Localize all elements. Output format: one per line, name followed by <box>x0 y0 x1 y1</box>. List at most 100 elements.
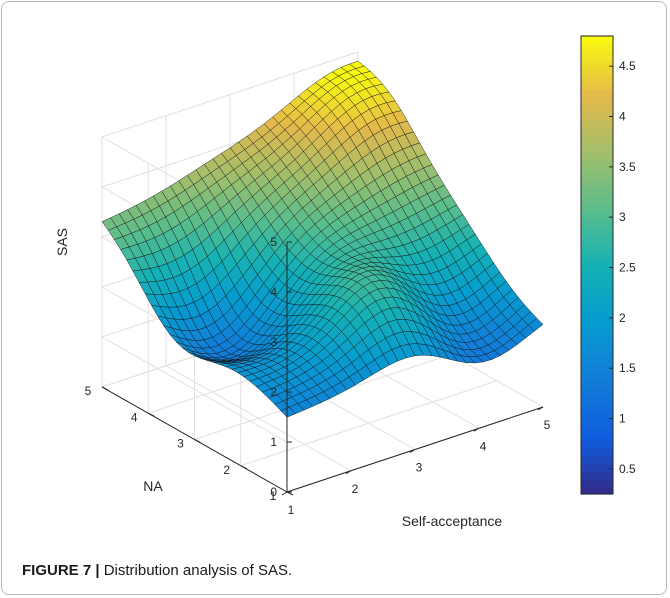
surface-patch <box>101 217 118 231</box>
colorbar-tick-label: 1.5 <box>619 361 636 375</box>
colorbar-segment <box>581 74 613 83</box>
x-tick-mark <box>409 449 416 453</box>
x-tick-mark <box>473 427 480 432</box>
x-tick-label: 3 <box>416 461 423 475</box>
colorbar-segment <box>581 97 613 106</box>
colorbar-segment <box>581 295 613 304</box>
colorbar-tick-label: 1 <box>619 412 626 426</box>
colorbar-segment <box>581 486 613 495</box>
colorbar-segment <box>581 463 613 472</box>
colorbar-segment <box>581 196 613 205</box>
colorbar-segment <box>581 150 613 159</box>
y-tick-label: 5 <box>85 384 92 398</box>
x-tick-mark <box>537 406 544 411</box>
colorbar-segment <box>581 43 613 52</box>
colorbar-segment <box>581 326 613 335</box>
colorbar-segment <box>581 417 613 426</box>
colorbar-segment <box>581 348 613 358</box>
x-axis-label: Self-acceptance <box>402 513 503 529</box>
colorbar-segment <box>581 165 613 174</box>
colorbar-segment <box>581 89 613 98</box>
y-tick-label: 2 <box>223 463 230 477</box>
x-tick-mark <box>281 491 288 496</box>
colorbar-segment <box>581 455 613 465</box>
colorbar-segment <box>581 173 613 182</box>
colorbar-segment <box>581 127 613 136</box>
colorbar-segment <box>581 104 613 113</box>
z-tick-label: 1 <box>270 435 277 449</box>
colorbar-segment <box>581 181 613 190</box>
x-tick-label: 2 <box>352 482 359 496</box>
x-tick-label: 1 <box>288 503 295 517</box>
colorbar-segment <box>581 356 613 365</box>
z-tick-label: 5 <box>270 235 277 249</box>
colorbar-segment <box>581 135 613 144</box>
x-tick-label: 5 <box>544 418 551 432</box>
colorbar-segment <box>581 402 613 411</box>
y-tick-mark <box>194 439 201 443</box>
colorbar-segment <box>581 203 613 213</box>
z-tick-label: 0 <box>270 485 277 499</box>
wall-gridline <box>101 51 359 138</box>
colorbar-segment <box>581 158 613 167</box>
colorbar-segment <box>581 211 613 220</box>
colorbar-tick-label: 4 <box>619 110 626 124</box>
z-axis-label: SAS <box>54 228 70 256</box>
y-tick-mark <box>148 412 155 417</box>
floor-gridline <box>240 380 497 467</box>
colorbar-segment <box>581 81 613 91</box>
colorbar-segment <box>581 188 613 197</box>
colorbar-segment <box>581 242 613 251</box>
caption-label: FIGURE 7 | <box>22 562 100 579</box>
colorbar-segment <box>581 219 613 228</box>
colorbar-segment <box>581 387 613 396</box>
colorbar-tick-label: 3 <box>619 210 626 224</box>
z-tick-label: 4 <box>270 285 277 299</box>
colorbar-tick-label: 2.5 <box>619 261 636 275</box>
x-tick-mark <box>345 470 352 475</box>
colorbar-segment <box>581 280 613 289</box>
colorbar-segment <box>581 66 613 75</box>
colorbar-segment <box>581 51 613 60</box>
y-tick-label: 1 <box>270 489 277 503</box>
colorbar-segment <box>581 440 613 449</box>
y-tick-mark <box>101 386 109 391</box>
colorbar-segment <box>581 249 613 258</box>
colorbar-segment <box>581 119 613 129</box>
colorbar-segment <box>581 471 613 480</box>
colorbar-segment <box>581 58 613 68</box>
y-tick-label: 3 <box>177 437 184 451</box>
colorbar-segment <box>581 394 613 403</box>
colorbar-segment <box>581 265 613 274</box>
colorbar-segment <box>581 379 613 388</box>
surface-plot: 1234512345012345Self-acceptanceNASAS0.51… <box>54 35 636 529</box>
colorbar-segment <box>581 303 613 312</box>
figure-caption: FIGURE 7 | Distribution analysis of SAS. <box>22 562 652 579</box>
wall-gridline <box>101 336 288 443</box>
colorbar-segment <box>581 425 613 434</box>
colorbar-tick-label: 0.5 <box>619 462 636 476</box>
y-tick-mark <box>240 465 247 470</box>
colorbar-tick-label: 3.5 <box>619 160 636 174</box>
y-tick-label: 4 <box>131 410 138 424</box>
colorbar-segment <box>581 226 613 236</box>
colorbar-segment <box>581 341 613 350</box>
z-tick-label: 3 <box>270 335 277 349</box>
colorbar-segment <box>581 234 613 243</box>
colorbar-segment <box>581 112 613 121</box>
colorbar-segment <box>581 448 613 457</box>
colorbar-segment <box>581 272 613 281</box>
colorbar-tick-label: 2 <box>619 311 626 325</box>
colorbar-segment <box>581 333 613 342</box>
colorbar-frame <box>580 35 614 495</box>
x-tick-label: 4 <box>480 439 487 453</box>
colorbar-segment <box>581 432 613 442</box>
colorbar-segment <box>581 410 613 419</box>
colorbar-segment <box>581 257 613 266</box>
colorbar-segment <box>581 287 613 297</box>
caption-text: Distribution analysis of SAS. <box>99 562 293 579</box>
z-tick-label: 2 <box>270 385 277 399</box>
colorbar-tick-label: 4.5 <box>619 59 636 73</box>
colorbar-segment <box>581 364 613 373</box>
